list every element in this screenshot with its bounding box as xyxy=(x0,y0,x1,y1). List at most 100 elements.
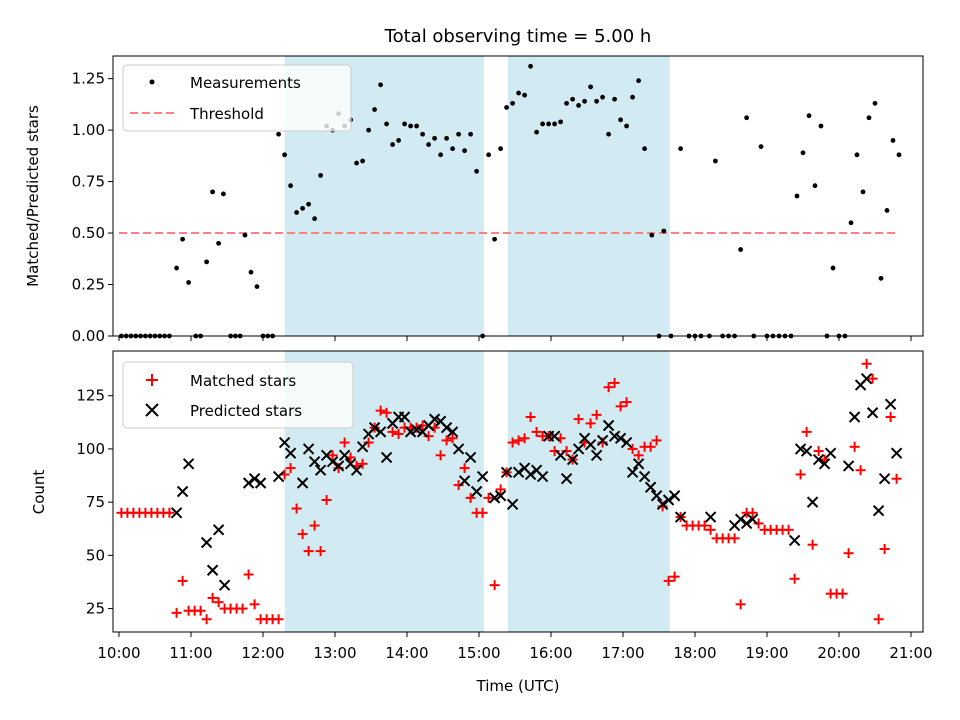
legend-label-measurements: Measurements xyxy=(190,74,301,92)
predicted-star-point xyxy=(410,424,423,436)
measurement-point xyxy=(546,121,551,127)
predicted-star-point xyxy=(632,458,645,470)
y-tick-label: 0.50 xyxy=(72,224,105,242)
x-tick-label: 12:00 xyxy=(241,644,284,662)
matched-star-point xyxy=(891,473,902,484)
predicted-star-point xyxy=(584,438,597,451)
matched-star-point xyxy=(885,411,896,422)
measurement-point xyxy=(468,131,473,137)
predicted-star-point xyxy=(428,413,441,425)
predicted-star-point xyxy=(596,434,609,447)
x-tick-label: 11:00 xyxy=(169,644,212,662)
measurement-point xyxy=(794,193,800,199)
x-axis-ticks-bottom: 10:00 11:00 12:00 13:00 14:00 15:00 16:00 17:00… xyxy=(97,632,933,662)
predicted-star-point xyxy=(278,436,291,449)
measurement-point xyxy=(884,208,890,213)
measurement-point xyxy=(174,265,180,271)
matched-star-point xyxy=(591,409,602,420)
measurement-point xyxy=(378,82,383,88)
predicted-star-point xyxy=(860,372,873,385)
matched-star-point xyxy=(573,414,584,425)
matched-star-point xyxy=(483,492,494,503)
predicted-star-point xyxy=(818,458,831,470)
matched-star-point xyxy=(705,524,716,535)
measurement-point xyxy=(486,152,491,158)
predicted-star-point xyxy=(662,494,675,506)
measurement-point xyxy=(390,142,395,147)
predicted-star-point xyxy=(566,453,579,466)
matched-star-point xyxy=(363,437,374,448)
measurement-point xyxy=(800,150,806,156)
predicted-star-point xyxy=(314,464,327,476)
matched-star-point xyxy=(321,495,332,506)
measurement-point xyxy=(450,146,455,152)
predicted-star-point xyxy=(458,475,471,487)
matched-star-point xyxy=(477,507,488,518)
measurement-point xyxy=(444,135,449,141)
matched-star-point xyxy=(531,426,542,437)
predicted-star-point xyxy=(506,498,519,510)
predicted-star-point xyxy=(824,447,837,459)
measurement-point xyxy=(354,160,359,166)
measurement-point xyxy=(588,84,593,90)
measurement-point xyxy=(896,152,902,158)
matched-star-point xyxy=(603,382,614,393)
predicted-star-point xyxy=(812,453,825,466)
measurement-point xyxy=(636,78,641,84)
measurement-point xyxy=(806,113,812,119)
matched-star-point xyxy=(867,373,878,384)
x-axis-ticks-top xyxy=(118,336,912,341)
predicted-star-point xyxy=(494,490,507,502)
axes-frame-top xyxy=(112,55,924,337)
predicted-star-point xyxy=(524,468,537,481)
measurement-point xyxy=(600,94,605,100)
matched-star-point xyxy=(213,597,224,608)
matched-star-point xyxy=(207,592,218,603)
measurement-point xyxy=(594,98,599,104)
measurement-point xyxy=(738,247,743,252)
predicted-star-point xyxy=(884,398,897,410)
matched-star-point xyxy=(507,437,518,448)
measurement-point xyxy=(210,189,216,195)
predicted-star-point xyxy=(308,455,321,468)
matched-star-point xyxy=(357,458,368,469)
predicted-star-point xyxy=(452,443,465,455)
y-tick-label: 0.75 xyxy=(72,173,105,191)
y-tick-label: 75 xyxy=(86,493,105,511)
matched-star-point xyxy=(381,407,392,418)
measurement-point xyxy=(372,107,377,112)
measurement-point xyxy=(516,90,521,96)
matched-star-point xyxy=(195,605,206,616)
matched-star-point xyxy=(375,405,386,416)
predicted-star-point xyxy=(866,407,879,419)
predicted-star-point xyxy=(620,436,633,449)
matched-star-point xyxy=(291,503,302,514)
matched-star-point xyxy=(387,426,398,437)
measurement-points xyxy=(119,63,902,339)
matched-star-point xyxy=(495,484,506,495)
legend-box-top xyxy=(122,64,352,132)
matched-star-point xyxy=(609,377,620,388)
measurement-point xyxy=(758,144,764,149)
measurement-point xyxy=(294,210,299,215)
measurement-point xyxy=(288,183,293,189)
matched-star-point xyxy=(249,599,260,610)
measurement-point xyxy=(384,121,389,127)
measurement-point xyxy=(576,103,581,108)
predicted-star-point xyxy=(608,430,621,442)
measurement-point xyxy=(624,123,629,129)
axes-frame-bottom xyxy=(112,350,924,633)
matched-star-point xyxy=(801,426,812,437)
matched-star-point xyxy=(423,431,434,442)
measurement-point xyxy=(462,148,467,154)
matched-star-point xyxy=(417,420,428,431)
measurement-point xyxy=(606,131,611,137)
matched-star-point xyxy=(645,441,656,452)
predicted-star-point xyxy=(794,443,807,455)
predicted-star-point xyxy=(470,485,483,498)
matched-star-point xyxy=(861,358,872,369)
matched-star-point xyxy=(651,435,662,446)
predicted-star-point xyxy=(206,564,219,576)
y-axis-ticks-bottom: 25 50 75 100 125 xyxy=(76,387,113,618)
measurement-point xyxy=(678,146,683,152)
